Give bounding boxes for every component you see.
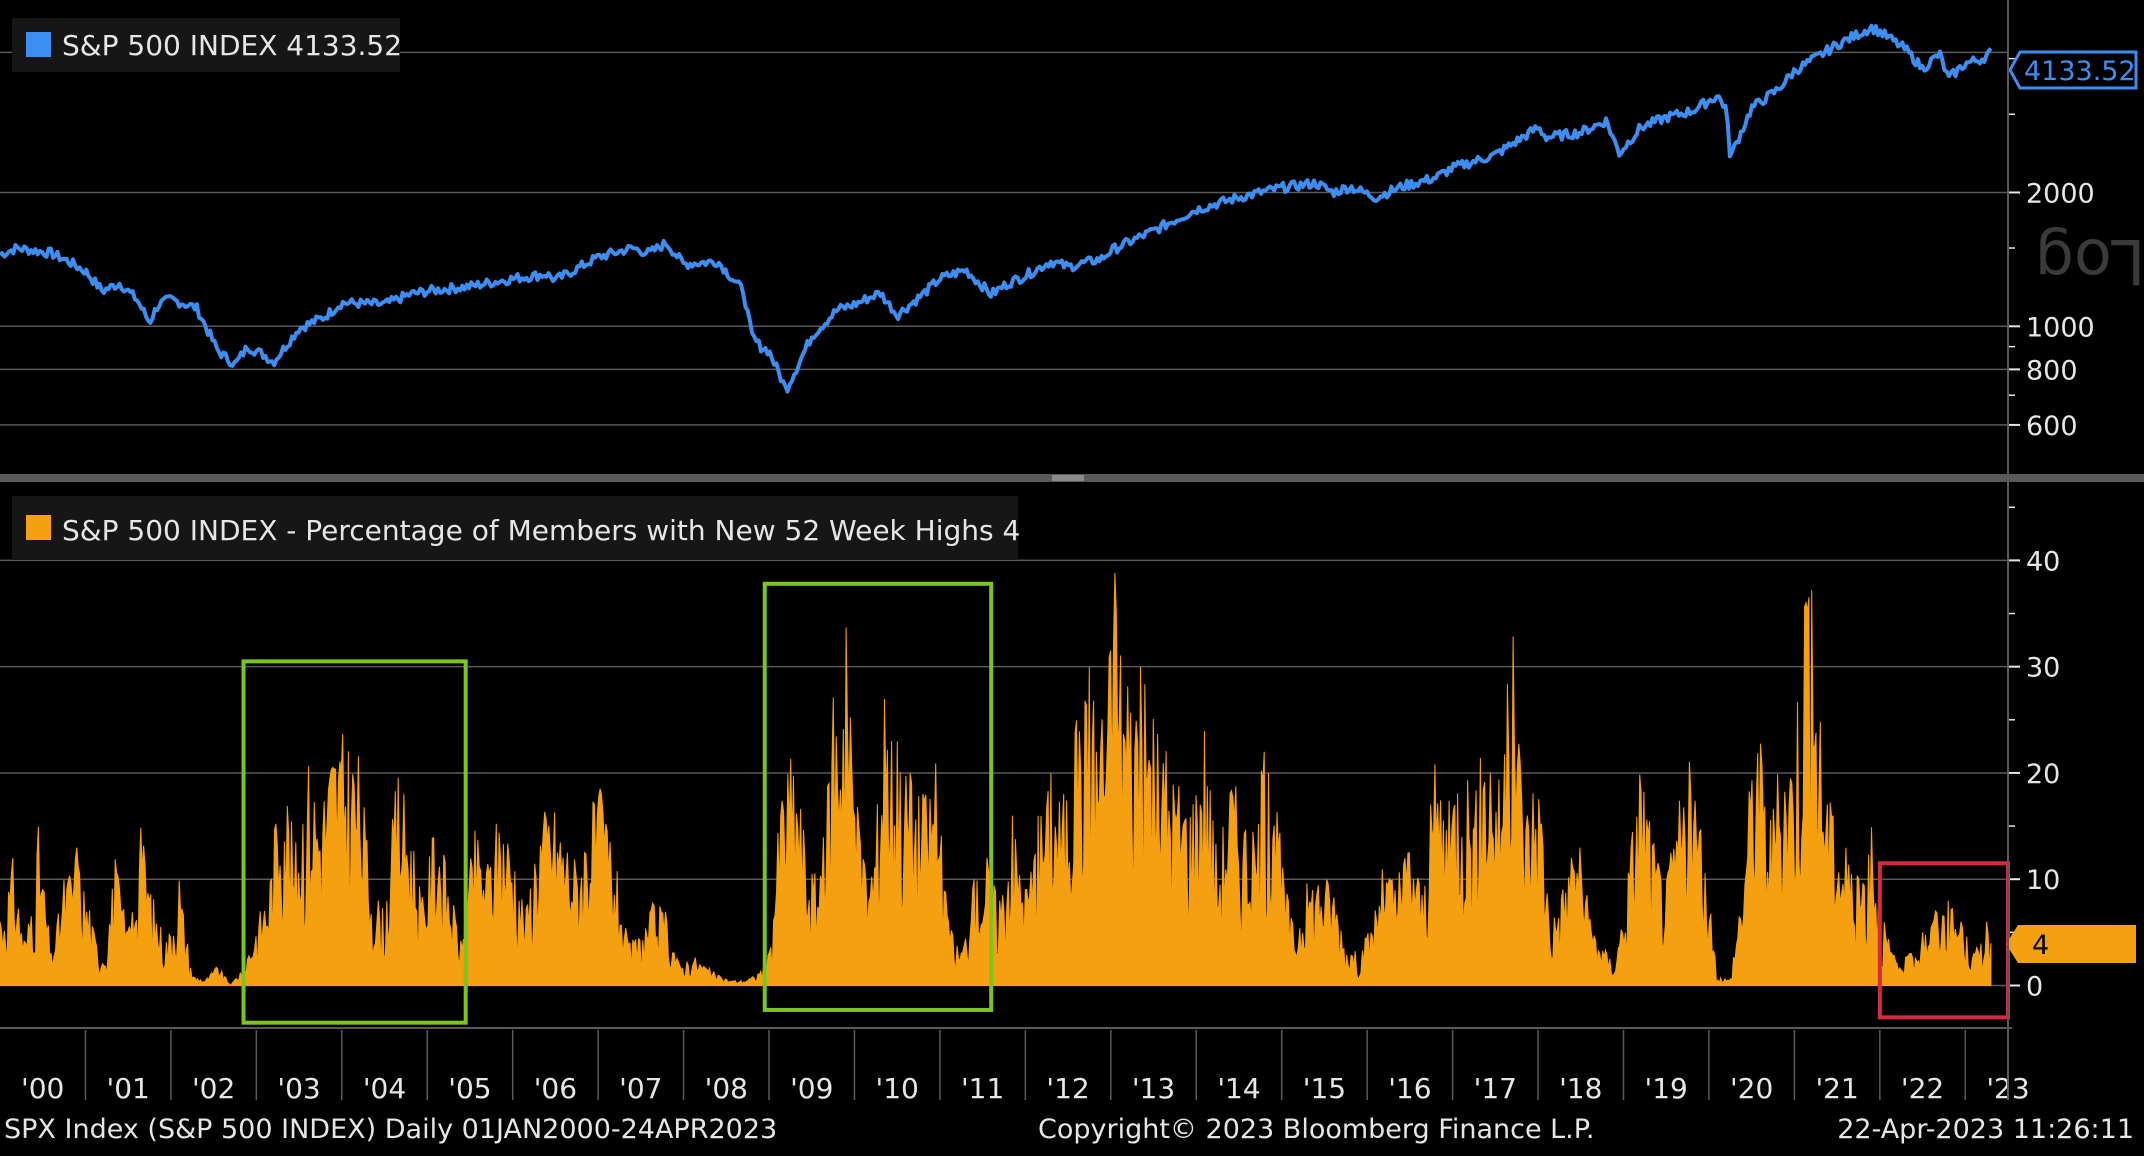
- breadth-last-value-tag: 4: [2006, 925, 2136, 963]
- price-legend-text: S&P 500 INDEX 4133.52: [62, 29, 402, 62]
- footer-timestamp: 22-Apr-2023 11:26:11: [1837, 1114, 2134, 1145]
- x-axis-tick-label: '06: [534, 1072, 577, 1105]
- breadth-last-value-tag-shape: [2006, 925, 2136, 963]
- price-tick-label: 1000: [2026, 312, 2095, 343]
- x-axis-tick-label: '16: [1388, 1072, 1431, 1105]
- price-last-value-label: 4133.52: [2024, 56, 2136, 87]
- x-axis-tick-label: '14: [1217, 1072, 1260, 1105]
- x-axis-tick-label: '18: [1559, 1072, 1602, 1105]
- breadth-y-axis: 0 10 20 30 40: [2008, 506, 2060, 1002]
- price-legend: S&P 500 INDEX 4133.52: [12, 18, 402, 72]
- x-axis-tick-label: '01: [107, 1072, 150, 1105]
- footer-security-info: SPX Index (S&P 500 INDEX) Daily 01JAN200…: [4, 1114, 777, 1145]
- breadth-panel: 0 10 20 30 40 S&P 500 INDEX - Percentage of …: [0, 496, 2136, 1025]
- x-axis-tick-label: '13: [1132, 1072, 1175, 1105]
- x-axis-tick-label: '03: [277, 1072, 320, 1105]
- footer: SPX Index (S&P 500 INDEX) Daily 01JAN200…: [4, 1114, 2134, 1145]
- x-axis-tick-label: '20: [1730, 1072, 1773, 1105]
- x-axis-tick-label: '17: [1474, 1072, 1517, 1105]
- price-series-line: [0, 23, 1993, 394]
- price-legend-swatch: [26, 32, 51, 57]
- x-axis-tick-label: '15: [1303, 1072, 1346, 1105]
- breadth-tick-label: 20: [2026, 759, 2060, 790]
- price-gridlines: [0, 51, 2008, 426]
- x-axis-tick-label: '22: [1901, 1072, 1944, 1105]
- price-tick-label: 2000: [2026, 178, 2095, 209]
- x-axis-tick-label: '07: [619, 1072, 662, 1105]
- x-axis-tick-label: '12: [1046, 1072, 1089, 1105]
- breadth-legend-text: S&P 500 INDEX - Percentage of Members wi…: [62, 514, 1020, 547]
- x-axis-tick-label: '19: [1645, 1072, 1688, 1105]
- price-last-value-tag-shape: [2008, 50, 2138, 90]
- x-axis-tick-label: '02: [192, 1072, 235, 1105]
- price-last-value-tag: 4133.52: [2008, 50, 2138, 90]
- breadth-tick-label: 0: [2026, 971, 2043, 1002]
- x-axis-tick-label: '21: [1815, 1072, 1858, 1105]
- highlight-box: [241, 659, 468, 1025]
- price-legend-box: [12, 18, 400, 72]
- breadth-legend: S&P 500 INDEX - Percentage of Members wi…: [12, 496, 1020, 560]
- x-axis-tick-label: '09: [790, 1072, 833, 1105]
- breadth-legend-swatch: [26, 515, 51, 540]
- panel-divider-grip[interactable]: [1052, 475, 1084, 481]
- x-axis-tick-label: '10: [876, 1072, 919, 1105]
- price-panel: 600 800 1000 2000 S&P 500 INDEX 4133.52 413…: [0, 18, 2144, 442]
- breadth-tick-label: 40: [2026, 546, 2060, 577]
- x-axis-tick-label: '11: [961, 1072, 1004, 1105]
- breadth-series-area: [0, 572, 1992, 987]
- breadth-tick-label: 30: [2026, 653, 2060, 684]
- price-tick-label: 800: [2026, 355, 2078, 386]
- highlight-box: [762, 581, 994, 1012]
- x-axis-tick-label: '08: [705, 1072, 748, 1105]
- breadth-tick-label: 10: [2026, 865, 2060, 896]
- x-axis-tick-label: '04: [363, 1072, 406, 1105]
- footer-copyright: Copyright© 2023 Bloomberg Finance L.P.: [1038, 1114, 1594, 1145]
- breadth-legend-box: [12, 496, 1018, 560]
- x-axis-tick-label: '00: [21, 1072, 64, 1105]
- breadth-last-value-label: 4: [2032, 930, 2049, 961]
- log-scale-label: Log: [2035, 225, 2144, 298]
- price-tick-label: 600: [2026, 411, 2078, 442]
- x-axis: '00 '01 '02 '03 '04 '05 '06 '07 '08 '09 '10 '11 '12 '…: [0, 1027, 2030, 1105]
- price-y-axis: 600 800 1000 2000: [2008, 57, 2095, 442]
- x-axis-tick-label: '05: [448, 1072, 491, 1105]
